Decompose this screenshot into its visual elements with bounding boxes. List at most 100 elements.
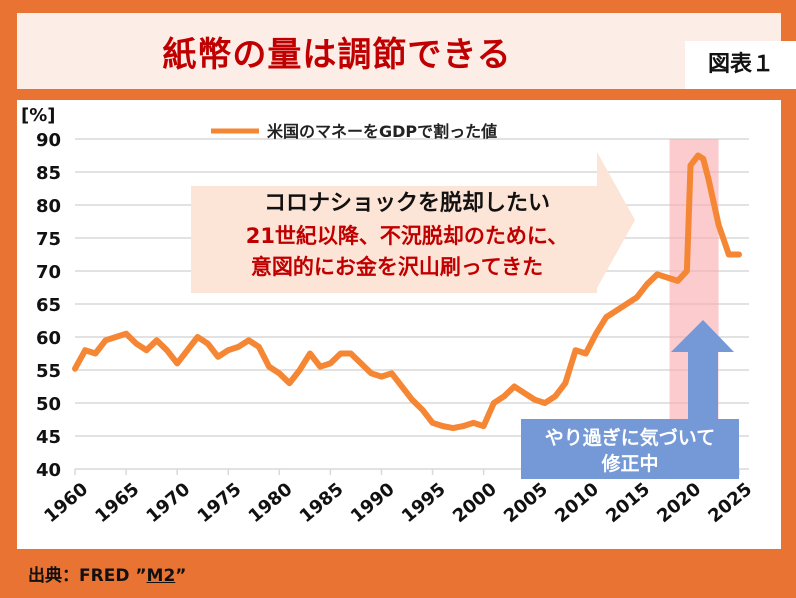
data-point [554,395,556,397]
data-point [595,333,597,335]
data-point [666,277,668,279]
source-prefix: 出典：FRED ” [28,566,147,586]
data-point [483,425,485,427]
data-point [411,399,413,401]
data-point [636,296,638,298]
data-point [585,353,587,354]
data-point [626,303,628,305]
x-tick-label: 1970 [142,479,194,527]
figure-label: 図表１ [685,41,796,89]
y-tick-label: 80 [36,196,61,217]
x-tick-label: 2020 [653,479,705,527]
correction-line-2: 修正中 [600,452,658,475]
x-tick-label: 1965 [91,479,143,527]
x-tick-label: 2010 [551,479,603,527]
data-point [166,349,168,351]
x-tick-label: 1985 [296,479,348,527]
data-point [186,349,188,351]
y-tick-label: 45 [36,427,61,448]
y-tick-label: 60 [36,328,61,349]
data-point [370,372,372,374]
data-point [472,422,474,424]
data-point [738,254,740,255]
source-suffix: ” [175,566,187,586]
y-tick-label: 50 [36,394,61,415]
x-tick-label: 2015 [602,479,654,527]
series-line-m2-gdp [72,152,742,432]
data-point [718,224,720,226]
x-tick-label: 1960 [40,479,92,527]
data-point [197,336,199,338]
data-point [289,382,291,384]
x-tick-label: 2005 [500,479,552,527]
x-tick-label: 1975 [194,479,246,527]
data-point [135,343,137,345]
data-point [686,270,688,272]
data-point [462,425,464,427]
data-point [115,336,117,338]
data-point [564,382,566,384]
y-tick-label: 65 [36,295,61,316]
data-point [401,386,403,387]
data-point [105,339,107,341]
y-axis-label: [%] [21,105,56,126]
data-point [421,409,423,411]
data-point [702,158,704,160]
data-point [146,349,148,351]
data-point [677,280,679,282]
data-point [728,254,730,255]
page-title: 紙幣の量は調節できる [162,35,512,75]
data-point [227,349,229,351]
data-point [646,283,648,285]
data-point [319,366,321,368]
source-link[interactable]: M2 [146,566,176,586]
data-point [544,402,546,404]
data-point [452,427,454,429]
data-point [391,372,393,374]
data-point [278,372,280,374]
data-point [258,346,260,348]
up-arrow-icon [671,320,734,421]
x-tick-label: 1980 [245,479,297,527]
line-chart: 40 45 50 55 60 65 70 75 80 85 90 [%] 1960 1965 1970 197… [21,105,756,527]
data-point [523,392,525,394]
data-point [217,356,219,358]
data-point [84,349,86,351]
title-bar: 紙幣の量は調節できる 図表１ [17,13,796,89]
y-tick-label: 85 [36,163,61,184]
data-point [615,310,617,312]
x-tick-label: 2025 [704,479,756,527]
data-point [207,343,209,345]
legend-label: 米国のマネーをGDPで割った値 [267,122,497,141]
y-tick-label: 70 [36,262,61,283]
data-point [697,155,699,156]
callout-arrow-shape [191,152,635,293]
y-tick-label: 55 [36,361,61,382]
data-point [350,353,352,354]
data-point [94,353,96,354]
data-point [575,349,577,351]
x-tick-label: 1990 [347,479,399,527]
data-point [340,353,342,354]
data-point [268,366,270,368]
correction-box [521,419,739,479]
data-point [299,369,301,371]
chart-panel: 40 45 50 55 60 65 70 75 80 85 90 [%] 1960 1965 1970 197… [17,100,781,549]
data-point [329,362,331,364]
callout-line-1: コロナショックを脱却したい [264,191,550,216]
data-point [442,425,444,427]
y-tick-label: 40 [36,460,61,481]
data-point [248,339,250,341]
data-point [432,422,434,424]
y-tick-label: 90 [36,130,61,151]
x-tick-label: 1995 [398,479,450,527]
callout-line-3: 意図的にお金を沢山刷ってきた [251,255,543,279]
data-point [513,386,515,387]
data-point [125,333,127,335]
data-point [309,353,311,354]
x-tick-label: 2000 [449,479,501,527]
correction-line-1: やり過ぎに気づいて [545,426,715,449]
data-point [74,368,76,370]
callout-line-2: 21世紀以降、不況脱却のために、 [246,224,569,248]
data-point [503,395,505,397]
